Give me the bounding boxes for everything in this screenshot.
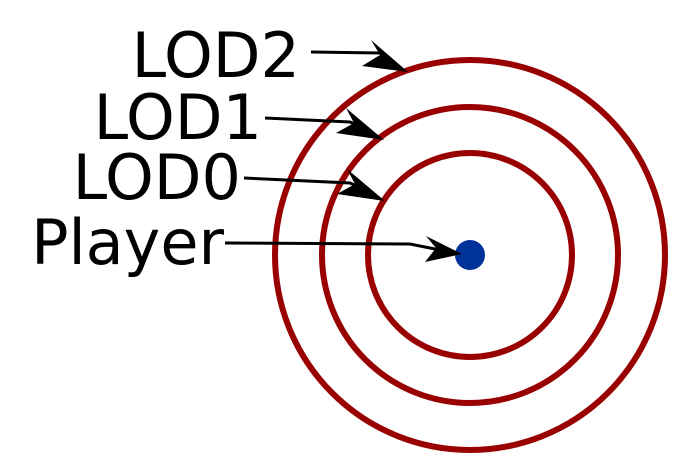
lod0-arrow [243,169,385,201]
lod1-arrow [264,108,384,140]
labels: LOD2 LOD1 LOD0 Player [31,19,300,279]
player-arrow [224,236,462,262]
lod1-label: LOD1 [94,81,262,154]
lod1-ring [319,104,621,406]
arrows [224,40,462,262]
lod-rings [272,57,668,453]
lod2-arrow [310,40,408,72]
lod2-ring [272,57,668,453]
lod0-label: LOD0 [73,141,241,214]
lod0-ring [365,150,575,360]
lod2-label: LOD2 [132,19,300,92]
player-label: Player [31,206,224,279]
player-dot [455,240,485,270]
